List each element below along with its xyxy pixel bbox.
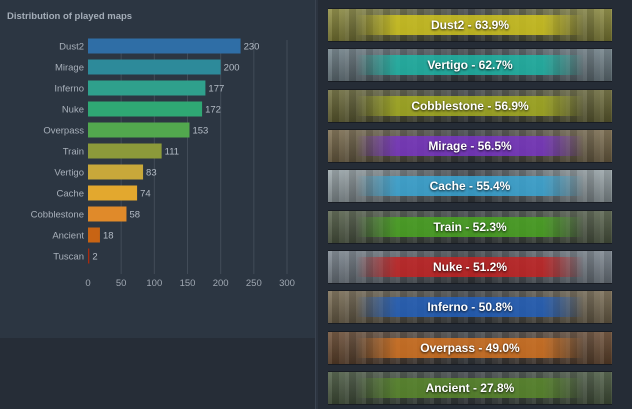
bar <box>88 122 190 138</box>
win-rate-label: Nuke - 51.2% <box>432 260 508 274</box>
category-label: Nuke <box>62 105 84 116</box>
bar <box>88 80 206 96</box>
value-label: 153 <box>192 126 208 137</box>
category-label: Inferno <box>54 84 84 95</box>
category-label: Tuscan <box>53 252 84 263</box>
category-label: Train <box>63 147 84 158</box>
tick-label: 0 <box>85 278 90 289</box>
bar-chart: Dust2 230 Mirage 200 Inferno 177 Nuke 172 Overpa… <box>31 38 295 289</box>
win-rate-highlight <box>356 15 584 35</box>
win-rate-highlight <box>356 297 584 317</box>
win-rate-highlight <box>356 55 584 75</box>
win-rate-label: Mirage - 56.5% <box>428 139 512 153</box>
category-label: Vertigo <box>54 168 84 179</box>
map-banner-ancient: Ancient - 27.8% <box>328 371 612 405</box>
bar <box>88 227 100 243</box>
category-label: Overpass <box>43 126 84 137</box>
map-banner-vertigo: Vertigo - 62.7% <box>328 48 612 82</box>
category-label: Dust2 <box>59 42 84 53</box>
bar <box>88 185 138 201</box>
bar <box>88 143 162 159</box>
map-banner-inferno: Inferno - 50.8% <box>328 290 612 324</box>
tick-label: 200 <box>213 278 229 289</box>
value-label: 74 <box>140 189 151 200</box>
tick-label: 150 <box>180 278 196 289</box>
win-rate-label: Ancient - 27.8% <box>425 381 515 395</box>
tick-label: 100 <box>146 278 162 289</box>
tick-label: 50 <box>116 278 127 289</box>
win-rate-label: Vertigo - 62.7% <box>427 58 513 72</box>
win-rate-label: Cache - 55.4% <box>429 179 511 193</box>
category-label: Cache <box>57 189 84 200</box>
map-banner-train: Train - 52.3% <box>328 210 612 244</box>
map-banner-dust2: Dust2 - 63.9% <box>328 8 612 42</box>
category-label: Cobblestone <box>31 210 84 221</box>
tick-label: 300 <box>279 278 295 289</box>
map-banner-cache: Cache - 55.4% <box>328 169 612 203</box>
win-rate-highlight <box>356 217 584 237</box>
value-label: 200 <box>224 63 240 74</box>
map-banner-nuke: Nuke - 51.2% <box>328 250 612 284</box>
win-rate-highlight <box>356 257 584 277</box>
bar <box>88 59 221 75</box>
bar <box>88 206 127 222</box>
win-rate-highlight <box>356 378 584 398</box>
value-label: 58 <box>129 210 140 221</box>
win-rate-label: Cobblestone - 56.9% <box>411 99 529 113</box>
bar <box>88 164 144 180</box>
value-label: 177 <box>208 84 224 95</box>
map-banner-mirage: Mirage - 56.5% <box>328 129 612 163</box>
win-rate-label: Inferno - 50.8% <box>427 300 513 314</box>
win-rate-label: Dust2 - 63.9% <box>430 18 510 32</box>
bar <box>88 248 90 264</box>
win-rate-highlight <box>356 96 584 116</box>
win-rate-highlight <box>356 338 584 358</box>
win-rate-label: Overpass - 49.0% <box>420 341 520 355</box>
category-label: Mirage <box>55 63 84 74</box>
value-label: 172 <box>205 105 221 116</box>
value-label: 18 <box>103 231 114 242</box>
bar <box>88 38 241 54</box>
chart-panel: Distribution of played maps Dust2 230 Mira… <box>0 0 316 338</box>
category-label: Ancient <box>52 231 84 242</box>
map-banner-cobblestone: Cobblestone - 56.9% <box>328 89 612 123</box>
win-rate-highlight <box>356 136 584 156</box>
win-rate-highlight <box>356 176 584 196</box>
win-rate-label: Train - 52.3% <box>433 220 507 234</box>
panel-footer <box>0 338 316 409</box>
map-banner-overpass: Overpass - 49.0% <box>328 331 612 365</box>
value-label: 111 <box>165 147 179 158</box>
chart-title: Distribution of played maps <box>7 11 133 22</box>
tick-label: 250 <box>246 278 262 289</box>
value-label: 83 <box>146 168 157 179</box>
bar <box>88 101 203 117</box>
value-label: 230 <box>244 42 260 53</box>
value-label: 2 <box>92 252 97 263</box>
